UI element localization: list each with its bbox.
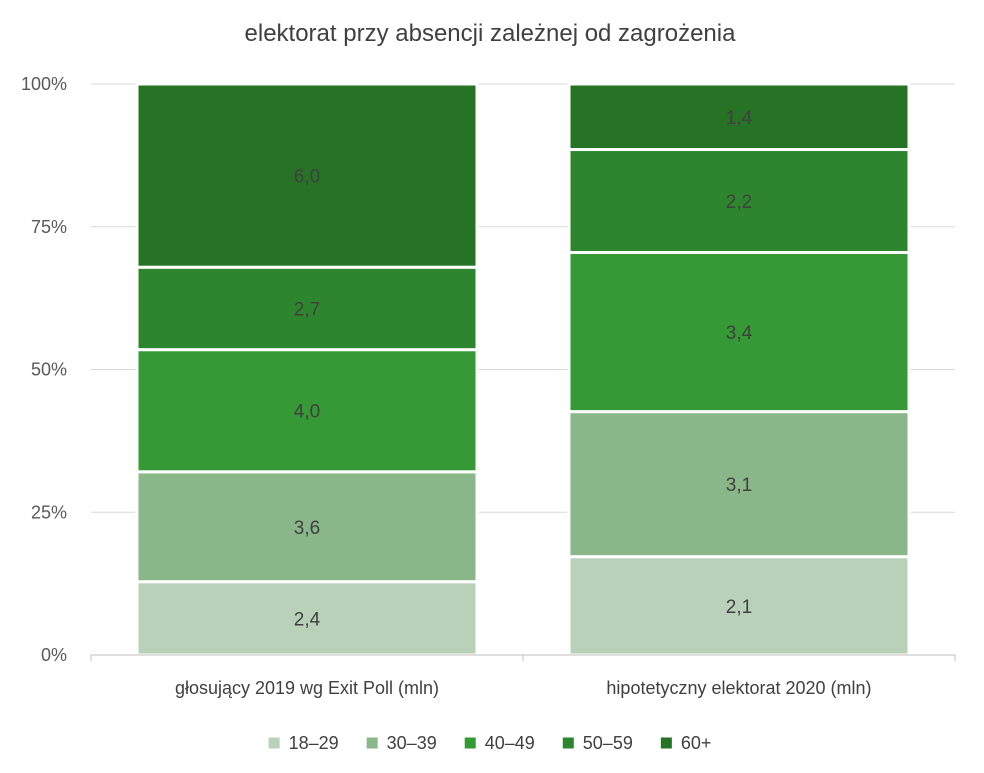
- bar-segment: [135, 82, 479, 269]
- legend-label: 18–29: [289, 733, 339, 753]
- x-axis: głosujący 2019 wg Exit Poll (mln) hipotet…: [90, 654, 956, 698]
- legend-swatch: [660, 737, 672, 749]
- bar-segment: [567, 148, 911, 254]
- bars: 2,4 3,6 4,0 2,7 6,0 2,1 3,1 3,4 2,2 1,4: [135, 82, 911, 657]
- bar-segment: [135, 348, 479, 474]
- y-tick-label: 25%: [31, 502, 67, 522]
- legend-item: 18–29: [268, 733, 339, 753]
- bar-segment: [567, 410, 911, 559]
- bar-segment: [135, 265, 479, 352]
- data-label: 4,0: [294, 402, 320, 423]
- data-label: 2,4: [294, 609, 321, 630]
- legend-item: 40–49: [464, 733, 535, 753]
- legend-item: 30–39: [366, 733, 437, 753]
- y-axis: 0% 25% 50% 75% 100%: [21, 74, 67, 665]
- legend-swatch: [268, 737, 280, 749]
- legend-label: 30–39: [387, 733, 437, 753]
- y-tick-label: 50%: [31, 360, 67, 380]
- data-label: 3,6: [294, 518, 320, 539]
- legend-label: 40–49: [485, 733, 535, 753]
- legend-label: 60+: [681, 733, 712, 753]
- legend-swatch: [464, 737, 476, 749]
- data-label: 2,1: [726, 597, 752, 618]
- y-tick-label: 100%: [21, 74, 67, 94]
- data-label: 2,7: [294, 299, 320, 320]
- legend-item: 50–59: [562, 733, 633, 753]
- legend-swatch: [562, 737, 574, 749]
- y-tick-label: 0%: [41, 645, 67, 665]
- data-label: 6,0: [294, 167, 320, 188]
- data-label: 1,4: [726, 108, 753, 129]
- data-label: 2,2: [726, 192, 752, 213]
- bar-segment: [567, 250, 911, 414]
- legend-label: 50–59: [583, 733, 633, 753]
- legend-item: 60+: [660, 733, 712, 753]
- x-category-label: hipotetyczny elektorat 2020 (mln): [606, 678, 871, 698]
- chart-title: elektorat przy absencji zależnej od zagr…: [245, 20, 737, 47]
- data-label: 3,1: [726, 475, 752, 496]
- x-category-label: głosujący 2019 wg Exit Poll (mln): [175, 678, 439, 698]
- y-tick-label: 75%: [31, 217, 67, 237]
- legend: 18–29 30–39 40–49 50–59 60+: [268, 733, 712, 753]
- legend-swatch: [366, 737, 378, 749]
- bar-segment: [567, 82, 911, 152]
- data-label: 3,4: [726, 323, 753, 344]
- bar-segment: [135, 580, 479, 657]
